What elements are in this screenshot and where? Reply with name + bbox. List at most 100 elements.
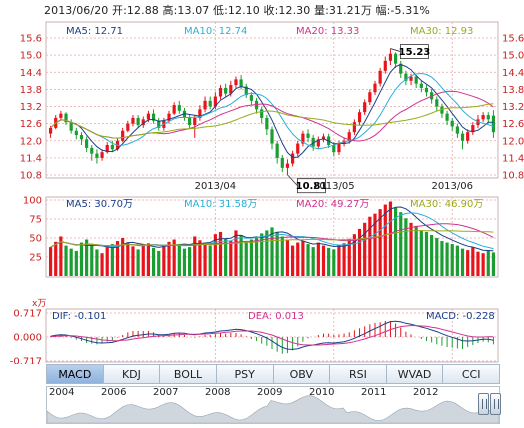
- volume-bar: [455, 245, 459, 276]
- legend-dif: DIF: -0.101: [52, 311, 106, 322]
- tab-boll[interactable]: BOLL: [160, 364, 217, 384]
- vol-ma5-line: [50, 206, 494, 252]
- price-tick-right: 10.8: [502, 171, 524, 182]
- navigator-overview: [47, 395, 499, 423]
- volume-bar: [167, 241, 171, 276]
- volume-axis: 100 75 50 25: [23, 196, 42, 264]
- candle-body: [203, 100, 207, 110]
- volume-bar: [285, 239, 290, 276]
- volume-bar: [85, 239, 89, 276]
- macd-tick: -0.717: [10, 357, 42, 365]
- moving-average-lines: [50, 63, 494, 158]
- candle-body: [393, 53, 398, 64]
- candlestick-series: [48, 48, 496, 175]
- volume-bar: [476, 251, 480, 276]
- quote-header: 2013/06/20 开:12.88 高:13.07 低:12.10 收:12.…: [44, 4, 430, 17]
- volume-bar: [393, 207, 398, 276]
- annotation-box: [297, 178, 326, 194]
- volume-bar: [352, 234, 356, 276]
- candle-body: [213, 96, 217, 107]
- tab-psy[interactable]: PSY: [216, 364, 274, 384]
- candle-body: [100, 152, 104, 158]
- dea-line: [50, 325, 494, 346]
- annotation-leader: [390, 48, 401, 52]
- volume-bar: [471, 247, 475, 276]
- volume-tick: 50: [29, 234, 42, 245]
- navigator-year-label: 2007: [153, 387, 179, 398]
- candle-body: [409, 76, 413, 81]
- volume-bar: [301, 241, 305, 276]
- volume-bar: [146, 243, 151, 276]
- candle-body: [435, 99, 439, 107]
- candle-body: [234, 79, 238, 86]
- price-grid: [46, 22, 498, 178]
- candle-body: [69, 122, 73, 131]
- price-tick-left: 15.6: [20, 34, 42, 45]
- volume-bar: [182, 248, 187, 276]
- indicator-tabs: MACD KDJ BOLL PSY OBV RSI WVAD CCI: [46, 364, 500, 384]
- candle-body: [450, 120, 454, 127]
- candle-body: [244, 86, 248, 96]
- volume-bar: [203, 242, 207, 276]
- price-panel[interactable]: 15.6 15.0 14.4 13.8 13.2 12.6 12.0 11.4 10.8 15.…: [20, 21, 524, 194]
- navigator-year-label: 2010: [309, 387, 335, 398]
- volume-bar: [172, 239, 176, 276]
- candle-body: [265, 117, 269, 130]
- volume-bar: [193, 236, 197, 276]
- ma30-line: [50, 103, 494, 139]
- candle-body: [404, 73, 408, 81]
- candle-body: [59, 113, 63, 118]
- volume-bar: [342, 243, 346, 276]
- chart-canvas[interactable]: 15.6 15.0 14.4 13.8 13.2 12.6 12.0 11.4 10.8 15.…: [0, 0, 524, 364]
- volume-bar: [347, 238, 351, 276]
- candle-body: [218, 87, 223, 97]
- volume-bar: [414, 225, 418, 276]
- navigator-left-handle[interactable]: [478, 393, 489, 415]
- candle-body: [491, 115, 496, 133]
- volume-panel[interactable]: 100 75 50 25 MA5: 30.70万 MA10: 31.58万 MA20:…: [23, 196, 499, 310]
- candle-body: [260, 109, 264, 118]
- ma5-line: [50, 63, 494, 158]
- macd-tick: 0.000: [13, 333, 42, 344]
- legend-ma10: MA10: 12.74: [184, 26, 247, 37]
- volume-bar: [363, 222, 367, 276]
- volume-bar: [198, 240, 202, 276]
- volume-bar: [234, 230, 238, 276]
- candle-body: [105, 145, 109, 153]
- volume-bar: [419, 230, 423, 276]
- tab-macd[interactable]: MACD: [46, 364, 104, 384]
- vol-legend-ma10: MA10: 31.58万: [184, 199, 257, 210]
- candle-body: [182, 110, 187, 118]
- navigator-right-handle[interactable]: [490, 393, 501, 415]
- volume-bar: [249, 239, 253, 276]
- candle-body: [208, 100, 212, 107]
- tab-rsi[interactable]: RSI: [330, 364, 387, 384]
- candle-body: [275, 143, 279, 158]
- candle-body: [291, 153, 295, 164]
- volume-bar: [332, 249, 336, 276]
- volume-bar: [399, 212, 403, 276]
- volume-bar: [491, 252, 496, 276]
- volume-bar: [481, 253, 485, 276]
- tab-kdj[interactable]: KDJ: [103, 364, 161, 384]
- annotation-label: 15.23: [399, 47, 431, 58]
- volume-bar: [337, 244, 341, 276]
- candle-body: [445, 113, 449, 121]
- candle-body: [177, 105, 181, 111]
- tab-cci[interactable]: CCI: [443, 364, 500, 384]
- volume-bar: [306, 244, 310, 276]
- tab-wvad[interactable]: WVAD: [386, 364, 444, 384]
- volume-bar: [435, 238, 439, 276]
- candle-body: [347, 132, 351, 141]
- candle-body: [321, 136, 326, 140]
- vol-ma30-line: [50, 230, 494, 248]
- navigator-year-label: 2009: [257, 387, 283, 398]
- time-navigator[interactable]: 2004 2006 2007 2008 2009 2010 2011 2012: [46, 386, 500, 424]
- candle-body: [48, 127, 53, 134]
- tab-obv[interactable]: OBV: [273, 364, 331, 384]
- legend-dea: DEA: 0.013: [248, 311, 304, 322]
- price-tick-left: 13.8: [20, 85, 42, 96]
- candle-body: [388, 53, 393, 61]
- candle-body: [486, 115, 490, 120]
